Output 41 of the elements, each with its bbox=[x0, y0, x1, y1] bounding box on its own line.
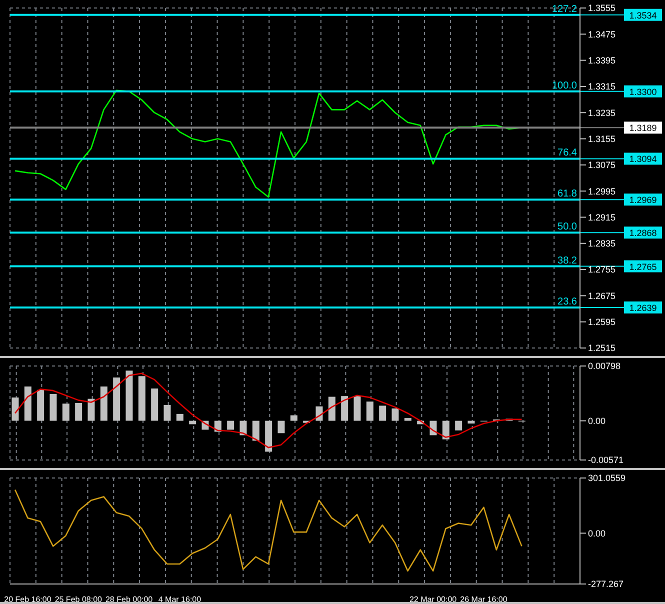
annotation: 100.0 bbox=[552, 80, 578, 92]
annotation: 76.4 bbox=[558, 148, 578, 159]
y-tick-label: -277.267 bbox=[588, 579, 624, 590]
x-tick-label: 4 Mar 16:00 bbox=[158, 595, 202, 604]
y-tick-label: 0.00798 bbox=[588, 361, 621, 372]
ref-line-label: 1.3534 bbox=[629, 10, 657, 20]
y-tick-label: 1.2915 bbox=[588, 212, 616, 222]
y-tick-label: -0.00571 bbox=[588, 455, 624, 466]
ref-line-label: 1.2969 bbox=[629, 195, 657, 206]
annotation: 127.2 bbox=[552, 4, 578, 15]
y-tick-label: 1.2995 bbox=[588, 186, 616, 196]
annotation: 38.2 bbox=[558, 255, 578, 266]
y-tick-label: 1.3155 bbox=[588, 134, 616, 144]
x-tick-label: 25 Feb 08:00 bbox=[54, 595, 103, 604]
y-tick-label: 1.2835 bbox=[588, 238, 616, 249]
annotation: 23.6 bbox=[558, 296, 578, 308]
x-tick-label: 28 Feb 00:00 bbox=[105, 595, 154, 604]
y-tick-label: 1.2675 bbox=[588, 290, 616, 301]
y-tick-label: 1.2595 bbox=[588, 317, 616, 328]
annotation: 50.0 bbox=[558, 222, 578, 233]
ref-line-label: 1.2765 bbox=[629, 262, 657, 272]
ref-line-label: 1.3300 bbox=[629, 86, 657, 97]
y-tick-label: 1.3475 bbox=[588, 29, 616, 40]
ref-line-label: 1.3094 bbox=[629, 154, 657, 164]
y-tick-label: 1.3235 bbox=[588, 108, 616, 118]
y-tick-label: 0.00 bbox=[588, 528, 606, 538]
y-tick-label: 1.2755 bbox=[588, 264, 616, 275]
y-tick-label: 301.0559 bbox=[588, 473, 626, 484]
x-tick-label: 22 Mar 00:00 bbox=[409, 595, 458, 604]
x-tick-label: 26 Mar 16:00 bbox=[460, 595, 508, 604]
y-tick-label: 0.00 bbox=[588, 416, 606, 426]
y-tick-label: 1.3315 bbox=[588, 82, 616, 92]
annotation: 61.8 bbox=[558, 188, 578, 200]
y-tick-label: 1.2515 bbox=[588, 343, 616, 354]
y-tick-label: 1.3555 bbox=[588, 3, 616, 14]
x-tick-label: 20 Feb 16:00 bbox=[4, 595, 52, 604]
ref-line-label: 1.3189 bbox=[629, 123, 657, 134]
ref-line-label: 1.2868 bbox=[629, 228, 657, 238]
y-tick-label: 1.3075 bbox=[588, 160, 616, 170]
y-tick-label: 1.3395 bbox=[588, 56, 616, 66]
ref-line-label: 1.2639 bbox=[629, 302, 657, 313]
